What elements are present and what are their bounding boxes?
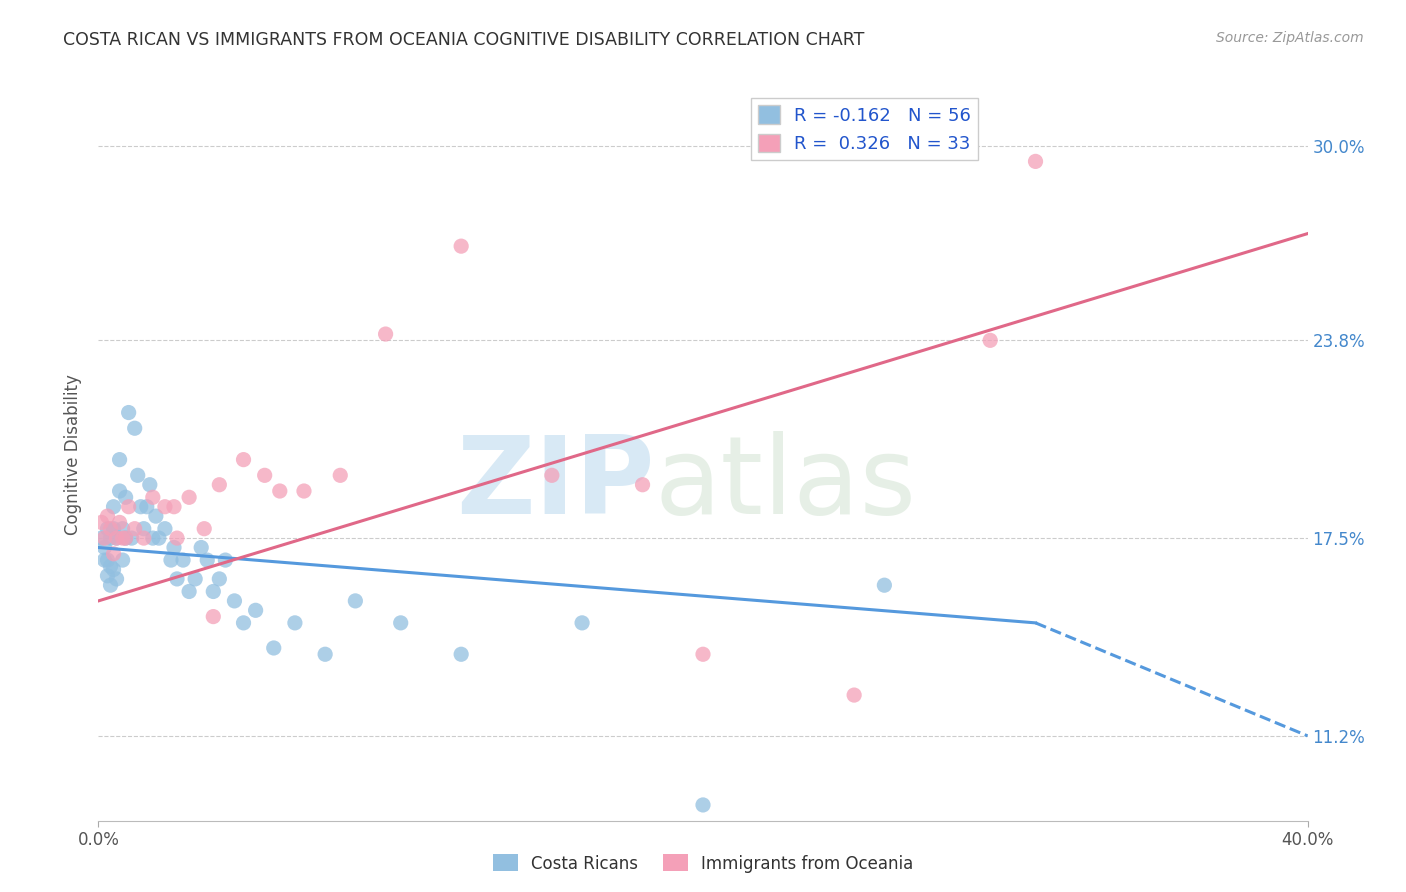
Point: [93, 541, 115, 555]
Point: [979, 334, 1001, 348]
Point: [269, 483, 291, 498]
Point: [195, 553, 218, 567]
Point: [145, 509, 167, 524]
Point: [148, 531, 170, 545]
Point: [184, 572, 207, 586]
Point: [389, 615, 412, 630]
Point: [96, 522, 118, 536]
Point: [1024, 823, 1046, 838]
Point: [96, 568, 118, 582]
Point: [114, 491, 136, 505]
Point: [103, 562, 125, 576]
Point: [374, 327, 396, 342]
Point: [96, 553, 118, 567]
Point: [142, 531, 165, 545]
Point: [263, 640, 285, 655]
Point: [245, 603, 267, 617]
Point: [208, 477, 231, 491]
Point: [139, 477, 162, 491]
Point: [163, 500, 186, 514]
Point: [135, 500, 157, 514]
Point: [124, 522, 146, 536]
Point: [179, 491, 201, 505]
Point: [111, 553, 134, 567]
Point: [103, 522, 125, 536]
Point: [118, 405, 141, 419]
Point: [93, 531, 115, 545]
Point: [132, 522, 155, 536]
Point: [190, 541, 212, 555]
Point: [314, 647, 336, 661]
Point: [284, 615, 307, 630]
Point: [118, 500, 141, 514]
Point: [127, 468, 149, 483]
Point: [179, 584, 201, 599]
Point: [93, 553, 115, 567]
Point: [172, 553, 194, 567]
Point: [121, 531, 143, 545]
Point: [873, 578, 896, 592]
Point: [124, 421, 146, 435]
Text: Source: ZipAtlas.com: Source: ZipAtlas.com: [1216, 31, 1364, 45]
Point: [450, 239, 472, 253]
Point: [232, 615, 254, 630]
Point: [166, 572, 188, 586]
Point: [153, 500, 176, 514]
Point: [166, 531, 188, 545]
Point: [202, 609, 225, 624]
Point: [692, 647, 714, 661]
Point: [90, 516, 112, 530]
Point: [692, 797, 714, 812]
Point: [232, 452, 254, 467]
Point: [96, 509, 118, 524]
Point: [100, 531, 122, 545]
Y-axis label: Cognitive Disability: Cognitive Disability: [65, 375, 83, 535]
Point: [100, 522, 122, 536]
Point: [129, 500, 152, 514]
Legend: R = -0.162   N = 56, R =  0.326   N = 33: R = -0.162 N = 56, R = 0.326 N = 33: [751, 98, 979, 161]
Point: [450, 647, 472, 661]
Point: [103, 500, 125, 514]
Point: [208, 572, 231, 586]
Point: [292, 483, 315, 498]
Point: [214, 553, 236, 567]
Point: [108, 452, 131, 467]
Point: [100, 559, 122, 574]
Point: [114, 531, 136, 545]
Text: ZIP: ZIP: [456, 431, 655, 537]
Point: [153, 522, 176, 536]
Text: atlas: atlas: [655, 431, 917, 537]
Point: [132, 531, 155, 545]
Point: [103, 547, 125, 561]
Point: [163, 541, 186, 555]
Point: [631, 477, 654, 491]
Point: [202, 584, 225, 599]
Text: COSTA RICAN VS IMMIGRANTS FROM OCEANIA COGNITIVE DISABILITY CORRELATION CHART: COSTA RICAN VS IMMIGRANTS FROM OCEANIA C…: [63, 31, 865, 49]
Point: [540, 468, 562, 483]
Point: [100, 578, 122, 592]
Point: [253, 468, 276, 483]
Point: [105, 572, 128, 586]
Point: [329, 468, 352, 483]
Point: [571, 615, 593, 630]
Point: [1024, 154, 1046, 169]
Point: [105, 531, 128, 545]
Point: [224, 594, 246, 608]
Point: [111, 522, 134, 536]
Point: [193, 522, 215, 536]
Point: [844, 688, 866, 702]
Point: [108, 516, 131, 530]
Point: [105, 531, 128, 545]
Point: [142, 491, 165, 505]
Legend: Costa Ricans, Immigrants from Oceania: Costa Ricans, Immigrants from Oceania: [486, 847, 920, 880]
Point: [344, 594, 367, 608]
Point: [160, 553, 183, 567]
Point: [114, 531, 136, 545]
Point: [111, 531, 134, 545]
Point: [90, 531, 112, 545]
Point: [108, 483, 131, 498]
